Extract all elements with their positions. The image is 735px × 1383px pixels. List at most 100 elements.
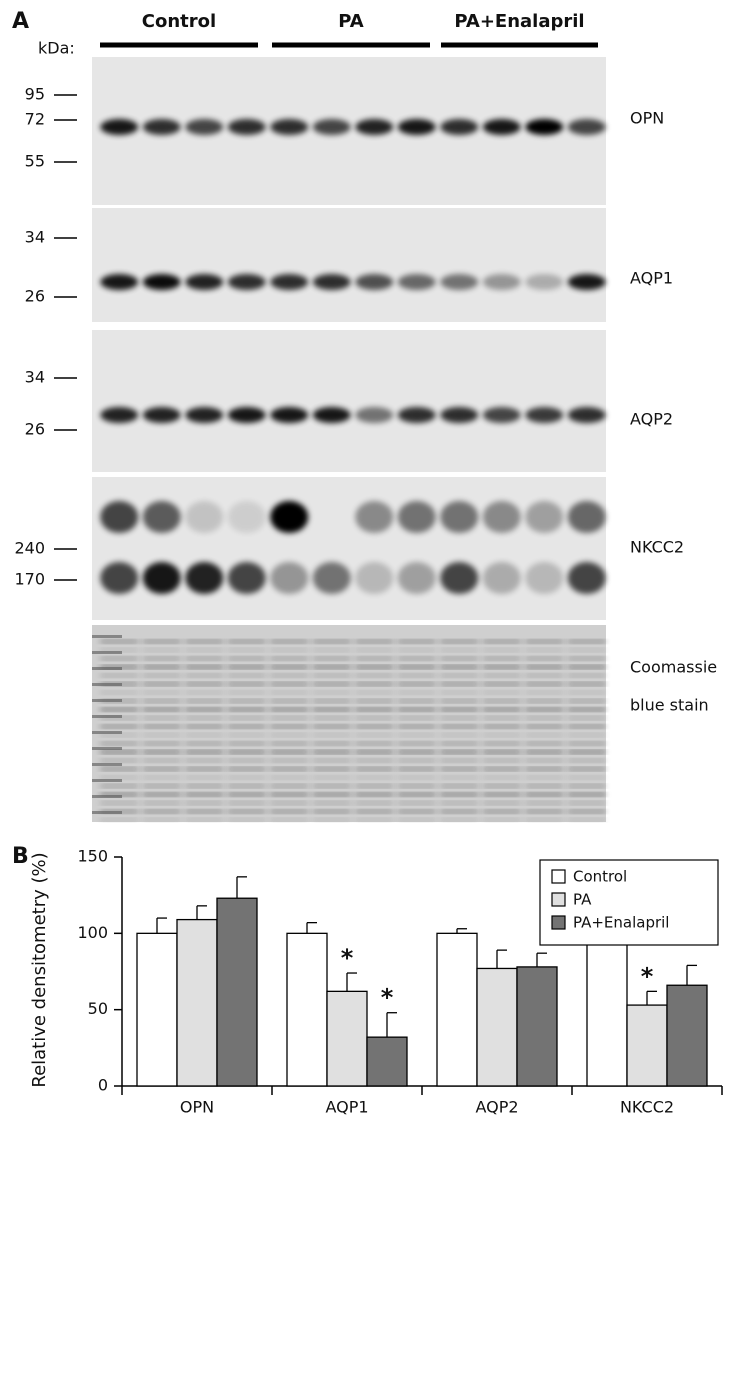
band	[185, 501, 224, 533]
stain-band	[227, 716, 266, 720]
marker-label: 72	[25, 110, 45, 129]
stain-band	[227, 657, 266, 660]
marker-label: 34	[25, 368, 45, 387]
stain-band	[482, 674, 521, 677]
stain-band	[567, 708, 606, 711]
legend-swatch	[551, 915, 566, 930]
band	[312, 562, 351, 594]
stain-band	[227, 682, 266, 686]
band	[567, 407, 606, 423]
stain-band	[100, 742, 139, 745]
stain-band	[270, 640, 309, 643]
stain-band	[227, 750, 266, 754]
bar	[366, 1036, 408, 1087]
stain-band	[142, 810, 181, 813]
stain-band	[312, 776, 351, 779]
stain-band	[312, 674, 351, 677]
stain-band	[397, 682, 436, 686]
stain-band	[142, 657, 181, 660]
stain-band	[312, 682, 351, 686]
stain-band	[397, 699, 436, 703]
stain-band	[142, 784, 181, 788]
stain-band	[482, 682, 521, 686]
band	[355, 407, 394, 423]
stain-band	[355, 640, 394, 643]
band	[185, 119, 224, 135]
stain-band	[142, 691, 181, 694]
group-label: PA+Enalapril	[454, 11, 584, 32]
bar	[476, 967, 518, 1087]
stain-band	[482, 793, 521, 796]
stain-band	[312, 767, 351, 771]
band	[440, 407, 479, 423]
stain-band	[270, 699, 309, 703]
stain-band	[185, 682, 224, 686]
stain-band	[397, 767, 436, 771]
stain-band	[270, 708, 309, 711]
stain-band	[185, 767, 224, 771]
stain-band	[440, 674, 479, 677]
band	[482, 407, 521, 423]
stain-band	[142, 767, 181, 771]
stain-band	[227, 793, 266, 796]
stain-band	[482, 640, 521, 643]
stain-band	[567, 810, 606, 813]
band	[100, 274, 139, 290]
stain-band	[185, 648, 224, 652]
stain-band	[482, 759, 521, 762]
stain-band	[312, 657, 351, 660]
stain-band	[100, 750, 139, 754]
band	[397, 274, 436, 290]
legend-swatch	[551, 892, 566, 907]
stain-band	[482, 810, 521, 813]
stain-band	[100, 784, 139, 788]
y-axis-label: Relative densitometry (%)	[29, 852, 50, 1087]
stain-band	[355, 793, 394, 796]
stain-band	[185, 793, 224, 796]
band	[482, 119, 521, 135]
stain-band	[525, 682, 564, 686]
ladder-band	[92, 779, 122, 782]
stain-band	[355, 708, 394, 711]
stain-band	[397, 733, 436, 737]
stain-band	[185, 699, 224, 703]
band	[355, 119, 394, 135]
stain-band	[525, 725, 564, 728]
stain-band	[312, 716, 351, 720]
blot-background	[92, 477, 606, 620]
stain-band	[270, 810, 309, 813]
ladder-band	[92, 699, 122, 702]
band	[397, 501, 436, 533]
stain-band	[227, 818, 266, 822]
stain-band	[142, 708, 181, 711]
stain-band	[270, 784, 309, 788]
stain-band	[227, 733, 266, 737]
stain-band	[100, 801, 139, 805]
stain-band	[525, 648, 564, 652]
stain-band	[440, 759, 479, 762]
stain-band	[100, 733, 139, 737]
marker-label: 26	[25, 287, 45, 306]
stain-band	[312, 691, 351, 694]
stain-band	[440, 657, 479, 660]
stain-band	[270, 742, 309, 745]
band	[482, 274, 521, 290]
stain-band	[397, 648, 436, 652]
band	[440, 274, 479, 290]
stain-band	[482, 657, 521, 660]
stain-band	[100, 776, 139, 779]
band	[100, 407, 139, 423]
stain-band	[227, 665, 266, 669]
stain-band	[567, 674, 606, 677]
stain-band	[227, 699, 266, 703]
stain-band	[440, 708, 479, 711]
band	[440, 119, 479, 135]
stain-band	[185, 665, 224, 669]
stain-band	[355, 810, 394, 813]
band	[397, 119, 436, 135]
stain-band	[185, 801, 224, 805]
bar	[516, 966, 558, 1087]
stain-band	[440, 640, 479, 643]
band	[270, 274, 309, 290]
stain-band	[355, 691, 394, 694]
